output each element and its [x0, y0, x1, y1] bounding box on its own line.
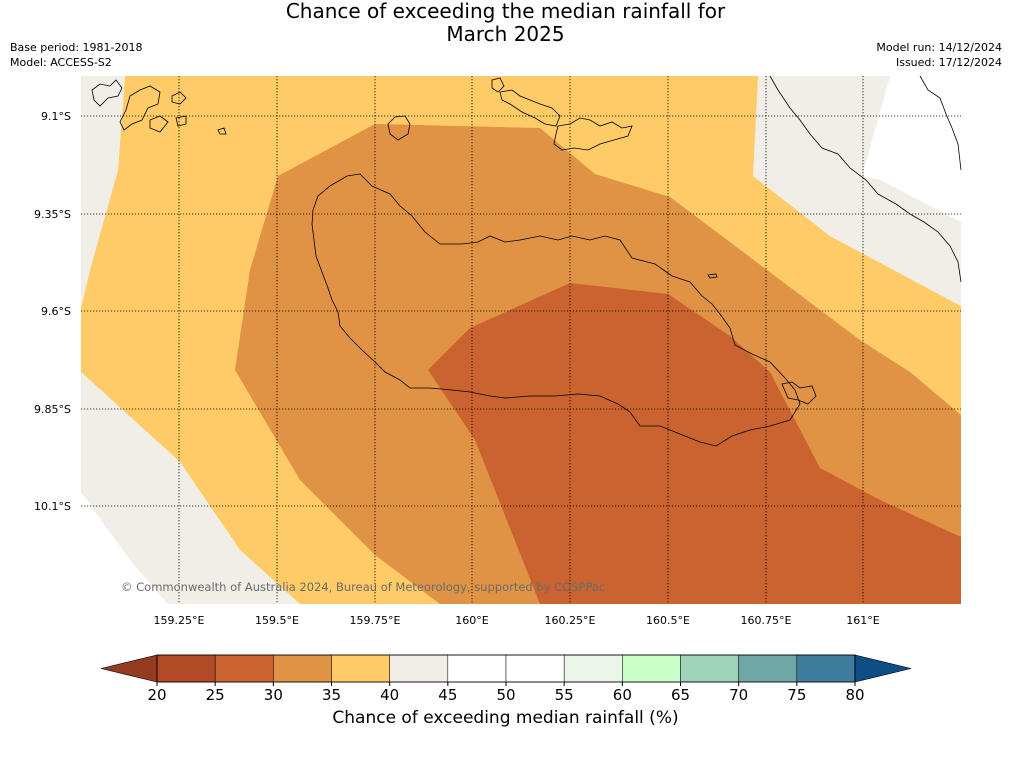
russell-coastline	[91, 79, 227, 135]
colorbar-swatch	[505, 654, 565, 683]
lon-label: 161°E	[846, 614, 879, 627]
title-line-1: Chance of exceeding the median rainfall …	[285, 0, 726, 23]
longitude-labels: 159.25°E 159.5°E 159.75°E 160°E 160.25°E…	[154, 614, 880, 627]
lon-label: 160.75°E	[741, 614, 792, 627]
copyright-notice: © Commonwealth of Australia 2024, Bureau…	[121, 580, 606, 594]
colorbar-tick-label: 70	[729, 686, 748, 704]
colorbar-swatch	[622, 654, 681, 683]
colorbar-tick-label: 45	[438, 686, 457, 704]
colorbar-ticks: 20 25 30 35 40 45 50 55 60 65 70 75 80	[147, 682, 865, 704]
band-over-45-region-sw	[81, 492, 168, 604]
title-line-2: March 2025	[446, 22, 565, 46]
colorbar-tick-label: 60	[613, 686, 632, 704]
coastlines	[91, 75, 962, 447]
band-40-45-right	[753, 76, 961, 306]
latitude-labels: 9.1°S 9.35°S 9.6°S 9.85°S 10.1°S	[34, 110, 71, 513]
lon-label: 160.5°E	[646, 614, 690, 627]
lat-label: 9.85°S	[34, 403, 71, 416]
colorbar-over-arrow	[854, 654, 912, 683]
colorbar-swatch	[389, 654, 449, 683]
colorbar-tick-label: 65	[671, 686, 690, 704]
colorbar-tick-label: 50	[496, 686, 515, 704]
colorbar-swatch	[738, 654, 798, 683]
colorbar-tick-label: 20	[147, 686, 166, 704]
lon-label: 159.25°E	[154, 614, 205, 627]
meta-right: Model run: 14/12/2024 Issued: 17/12/2024	[876, 40, 1002, 70]
colorbar-swatch	[214, 654, 274, 683]
marau-coastline	[781, 381, 817, 405]
colorbar-tick-label: 25	[206, 686, 225, 704]
colorbar-swatch	[273, 654, 332, 683]
band-40-45-left	[81, 76, 125, 308]
colorbar-swatches	[156, 654, 856, 683]
guadalcanal-coastline	[311, 173, 801, 447]
lon-label: 160°E	[455, 614, 488, 627]
colorbar-tick-label: 80	[845, 686, 864, 704]
lat-label: 10.1°S	[34, 500, 71, 513]
lat-label: 9.1°S	[41, 110, 71, 123]
malaita-coastline	[769, 75, 962, 283]
lon-label: 159.75°E	[350, 614, 401, 627]
band-40-45-bottom	[81, 372, 300, 604]
lat-label: 9.35°S	[34, 208, 71, 221]
colorbar: 20 25 30 35 40 45 50 55 60 65 70 75 80	[100, 654, 912, 704]
colorbar-under-arrow	[100, 654, 158, 683]
band-25-30	[428, 283, 961, 604]
base-period: Base period: 1981-2018	[10, 41, 143, 54]
savo-coastline	[387, 115, 411, 141]
grid-lines	[81, 76, 961, 604]
colorbar-swatch	[680, 654, 739, 683]
model-run: Model run: 14/12/2024	[876, 41, 1002, 54]
colorbar-swatch	[796, 654, 856, 683]
band-over-45-region	[862, 76, 961, 222]
colorbar-tick-label: 55	[555, 686, 574, 704]
map-title: Chance of exceeding the median rainfall …	[0, 0, 1011, 46]
florida-islands-coastline	[491, 77, 633, 151]
meta-left: Base period: 1981-2018 Model: ACCESS-S2	[10, 40, 142, 70]
colorbar-title: Chance of exceeding median rainfall (%)	[332, 708, 679, 728]
colorbar-swatch	[563, 654, 623, 683]
forecast-map: 9.1°S 9.35°S 9.6°S 9.85°S 10.1°S 159.25°…	[34, 75, 962, 627]
colorbar-tick-label: 75	[787, 686, 806, 704]
colorbar-tick-label: 30	[264, 686, 283, 704]
lat-label: 9.6°S	[41, 305, 71, 318]
islet-coastline	[707, 273, 718, 279]
colorbar-swatch	[331, 654, 390, 683]
lon-label: 160.25°E	[545, 614, 596, 627]
issued-date: Issued: 17/12/2024	[895, 56, 1002, 69]
model-name: Model: ACCESS-S2	[10, 56, 112, 69]
colorbar-swatch	[156, 654, 216, 683]
colorbar-tick-label: 35	[322, 686, 341, 704]
lon-label: 159.5°E	[255, 614, 299, 627]
colorbar-swatch	[447, 654, 507, 683]
colorbar-tick-label: 40	[380, 686, 399, 704]
